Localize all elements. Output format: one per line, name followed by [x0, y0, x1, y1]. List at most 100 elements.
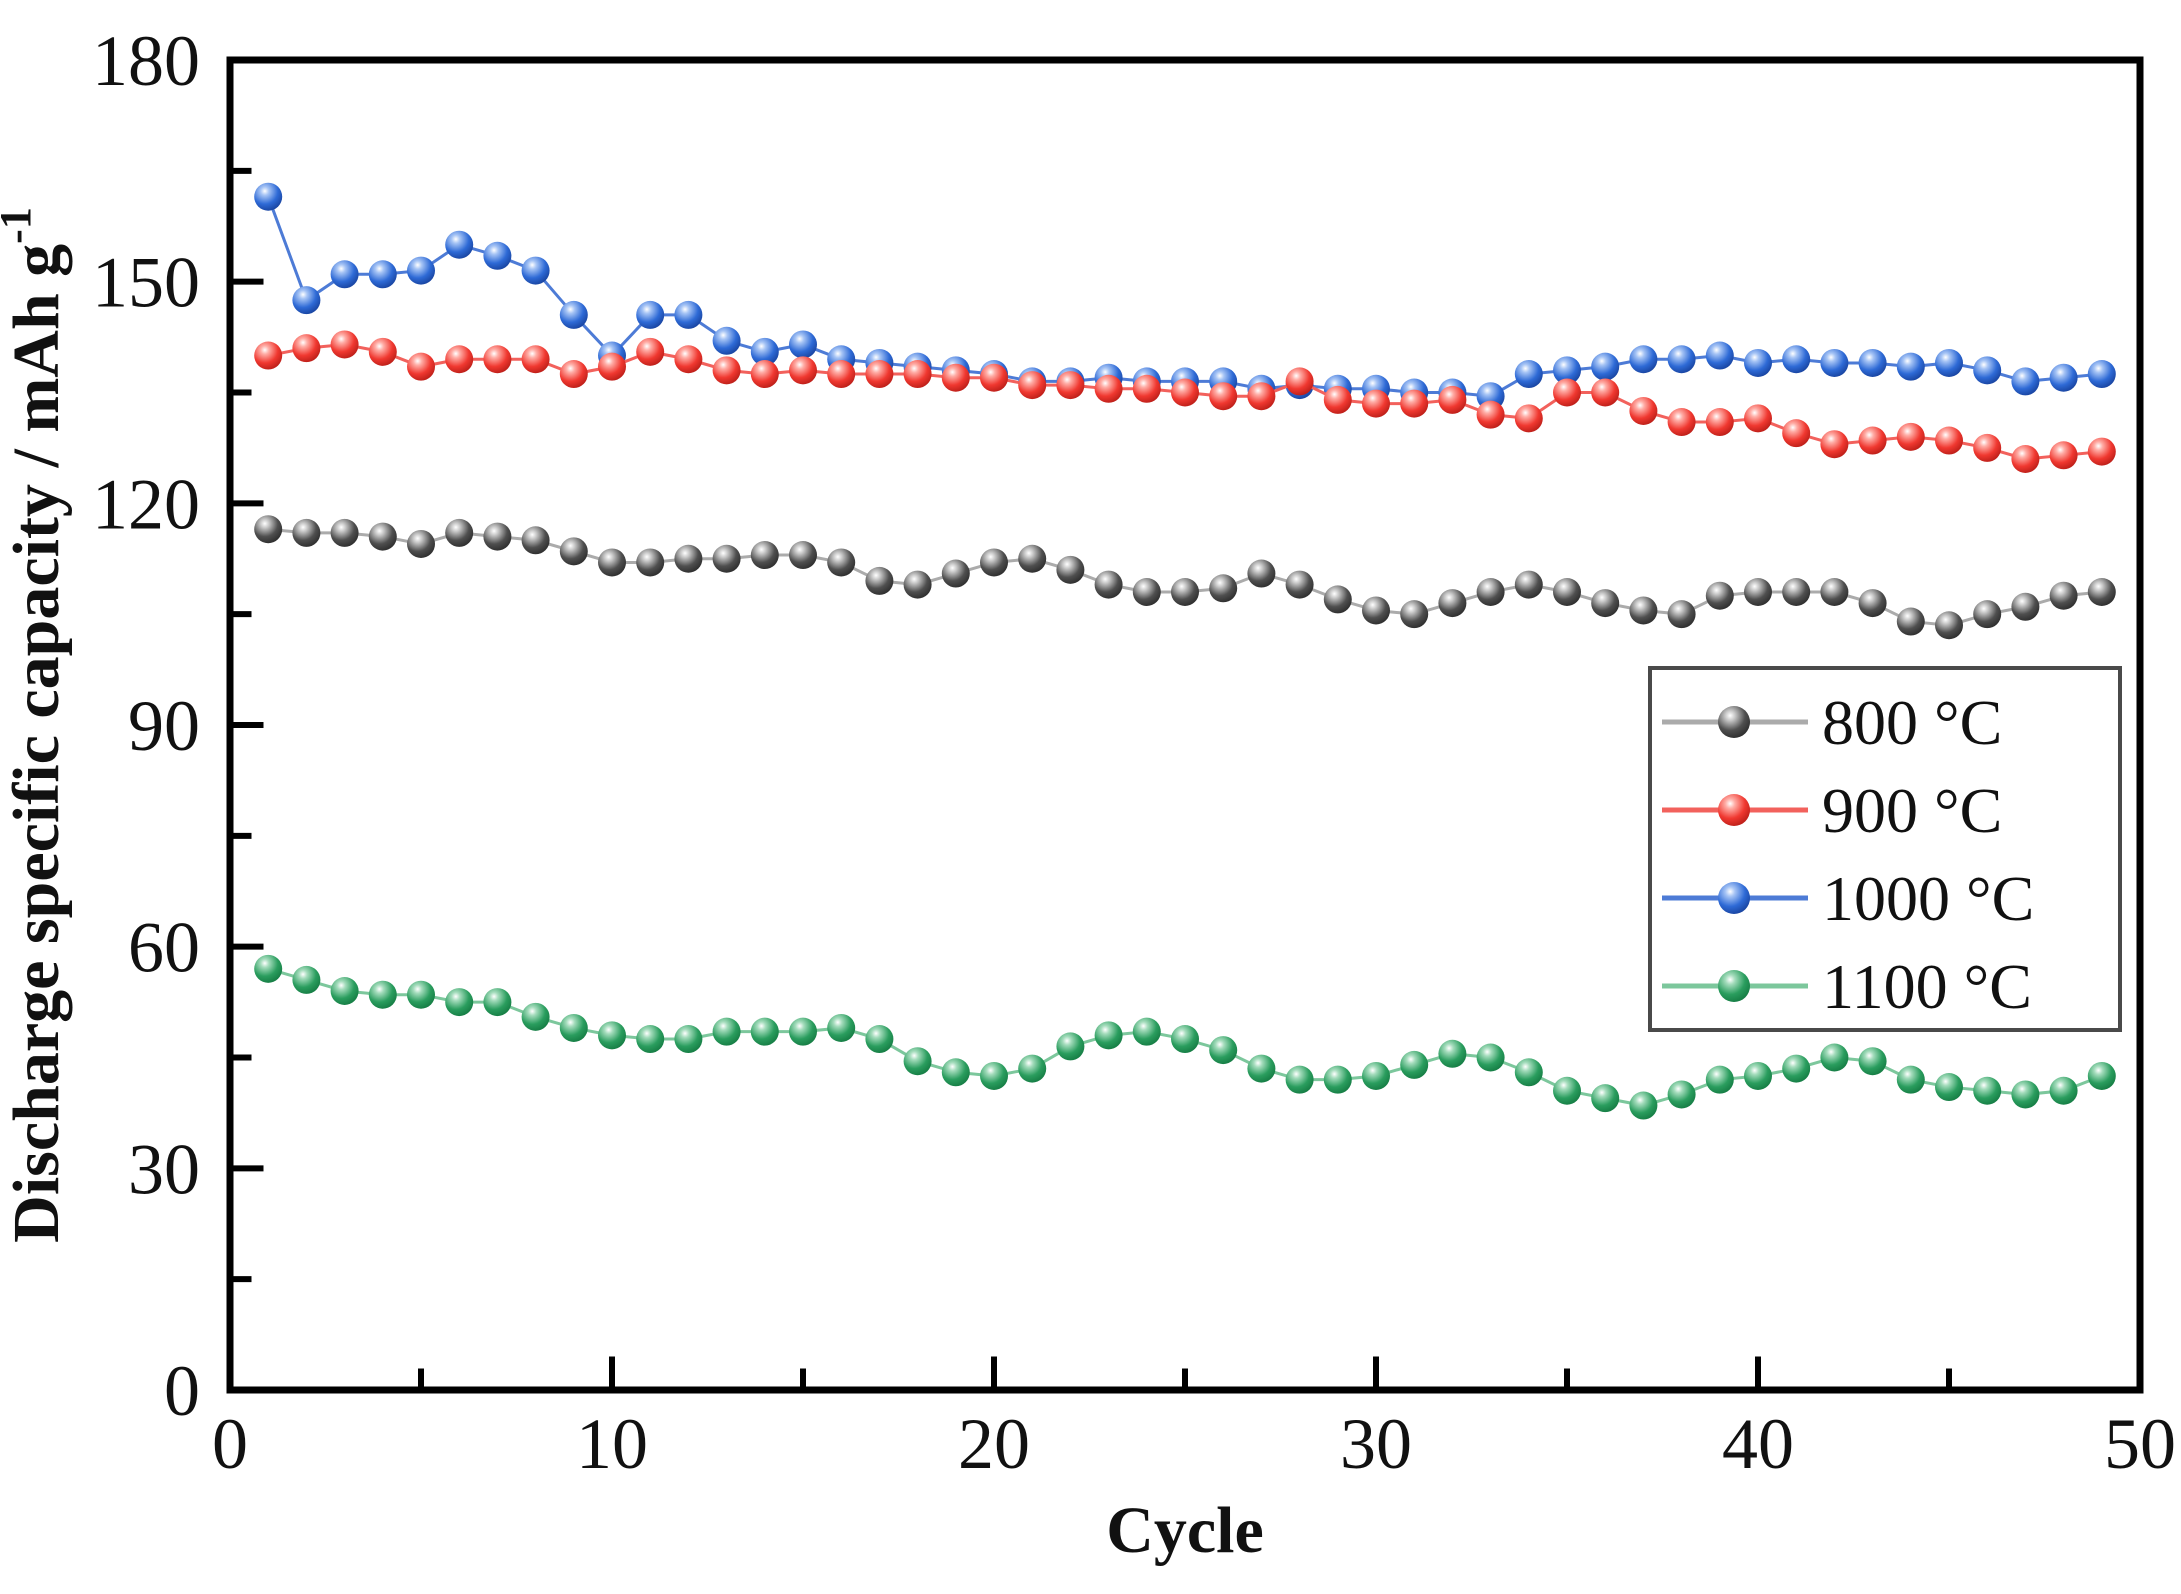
- data-point-1100c: [1018, 1054, 1047, 1083]
- data-point-800c: [2087, 578, 2116, 606]
- data-point-800c: [521, 526, 550, 555]
- legend-label-1000c: 1000 °C: [1822, 863, 2034, 934]
- data-point-800c: [1094, 570, 1123, 599]
- data-point-1100c: [407, 980, 435, 1009]
- data-point-1000c: [368, 260, 397, 289]
- data-point-1000c: [789, 330, 817, 359]
- data-point-1100c: [1056, 1032, 1085, 1061]
- data-point-900c: [559, 360, 588, 389]
- data-point-1100c: [1782, 1054, 1811, 1083]
- data-point-1000c: [1935, 348, 1963, 377]
- data-point-800c: [407, 529, 435, 558]
- data-point-900c: [1705, 408, 1734, 437]
- data-point-1100c: [1705, 1065, 1734, 1094]
- data-point-800c: [1591, 589, 1620, 618]
- data-point-800c: [254, 515, 283, 544]
- data-point-1000c: [1858, 348, 1887, 377]
- data-point-1100c: [1973, 1076, 2002, 1105]
- data-point-1100c: [1667, 1080, 1696, 1109]
- data-point-800c: [2011, 592, 2040, 621]
- data-point-800c: [1285, 570, 1314, 599]
- data-point-1000c: [330, 260, 359, 289]
- data-point-1000c: [445, 230, 474, 259]
- data-point-1000c: [292, 286, 321, 315]
- data-point-900c: [1935, 426, 1963, 455]
- data-point-800c: [1820, 578, 1849, 606]
- data-point-1100c: [1858, 1047, 1887, 1076]
- y-tick-label: 0: [164, 1351, 200, 1431]
- data-point-800c: [1514, 570, 1543, 599]
- legend-label-1100c: 1100 °C: [1822, 951, 2032, 1022]
- data-point-800c: [1782, 578, 1811, 606]
- data-point-1000c: [1744, 348, 1772, 377]
- data-point-1100c: [559, 1013, 588, 1042]
- data-point-800c: [1438, 589, 1467, 618]
- data-point-800c: [1629, 596, 1658, 625]
- data-point-900c: [445, 345, 474, 374]
- data-point-900c: [1896, 422, 1925, 451]
- y-tick-label: 90: [128, 686, 200, 766]
- data-point-900c: [521, 345, 550, 374]
- data-point-900c: [1209, 382, 1238, 411]
- data-point-900c: [903, 360, 932, 389]
- data-point-800c: [1744, 578, 1772, 606]
- data-point-1100c: [865, 1025, 894, 1054]
- data-point-900c: [1820, 430, 1849, 459]
- data-point-800c: [330, 518, 359, 547]
- data-point-1000c: [1820, 348, 1849, 377]
- data-point-900c: [2087, 437, 2116, 466]
- data-point-800c: [483, 522, 512, 551]
- data-point-1100c: [903, 1047, 932, 1076]
- data-point-900c: [1591, 378, 1620, 407]
- data-point-1100c: [598, 1021, 626, 1050]
- data-point-800c: [1247, 559, 1276, 588]
- data-point-900c: [1056, 371, 1085, 400]
- data-point-1100c: [636, 1025, 665, 1054]
- legend-marker-1000c: [1718, 882, 1750, 914]
- data-point-900c: [407, 352, 435, 381]
- data-point-900c: [1553, 378, 1581, 407]
- data-point-800c: [712, 544, 741, 573]
- data-point-1000c: [1591, 352, 1620, 381]
- data-point-1100c: [1744, 1061, 1772, 1090]
- data-point-1100c: [1362, 1061, 1390, 1090]
- data-point-800c: [1476, 578, 1505, 606]
- data-point-900c: [1667, 408, 1696, 437]
- data-point-1000c: [1553, 356, 1581, 385]
- data-point-1000c: [636, 300, 665, 329]
- data-point-1100c: [750, 1017, 779, 1046]
- data-point-800c: [674, 544, 703, 573]
- data-point-800c: [941, 559, 970, 588]
- data-point-900c: [1476, 400, 1505, 429]
- data-point-1000c: [1973, 356, 2002, 385]
- data-point-1100c: [1438, 1039, 1467, 1068]
- x-tick-label: 50: [2104, 1404, 2176, 1484]
- data-point-1000c: [1667, 345, 1696, 374]
- data-point-800c: [1667, 600, 1696, 629]
- data-point-1100c: [980, 1061, 1008, 1090]
- data-point-1000c: [1896, 352, 1925, 381]
- data-point-900c: [1400, 389, 1429, 418]
- x-tick-label: 30: [1340, 1404, 1412, 1484]
- data-point-1100c: [521, 1002, 550, 1031]
- data-point-800c: [1553, 578, 1581, 606]
- data-point-1100c: [1285, 1065, 1314, 1094]
- data-point-1000c: [750, 337, 779, 366]
- legend-marker-800c: [1718, 706, 1750, 738]
- data-point-800c: [1400, 600, 1429, 629]
- data-point-1000c: [1514, 360, 1543, 389]
- data-point-900c: [1247, 382, 1276, 411]
- y-tick-label: 150: [92, 243, 200, 323]
- data-point-900c: [827, 360, 856, 389]
- data-point-1000c: [1782, 345, 1811, 374]
- data-point-900c: [1782, 419, 1811, 448]
- data-point-800c: [1896, 607, 1925, 636]
- data-point-900c: [1858, 426, 1887, 455]
- data-point-1100c: [292, 965, 321, 994]
- data-point-1000c: [712, 326, 741, 355]
- data-point-900c: [636, 337, 665, 366]
- data-point-1100c: [1476, 1043, 1505, 1072]
- data-point-1100c: [1820, 1043, 1849, 1072]
- data-point-1100c: [1323, 1065, 1352, 1094]
